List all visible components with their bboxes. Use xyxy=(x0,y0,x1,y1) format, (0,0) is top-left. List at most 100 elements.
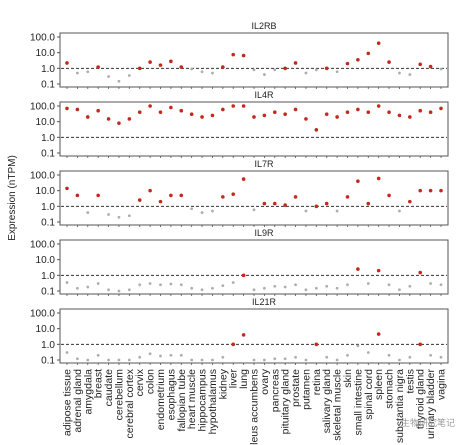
data-point xyxy=(273,284,277,288)
data-point xyxy=(221,195,225,199)
tissue-label: retina xyxy=(311,369,323,395)
data-point xyxy=(252,115,256,119)
y-tick-label: 1.0 xyxy=(41,64,55,75)
data-point xyxy=(211,209,214,213)
y-tick-label: 10.0 xyxy=(36,324,56,335)
data-point xyxy=(107,288,110,292)
data-point xyxy=(387,60,391,64)
data-point xyxy=(241,177,246,181)
data-point xyxy=(356,267,360,271)
data-point xyxy=(387,193,391,198)
data-point xyxy=(117,121,121,125)
tissue-label: testis xyxy=(404,369,416,394)
data-point xyxy=(272,110,277,115)
data-point xyxy=(127,358,131,362)
data-point xyxy=(283,66,287,71)
data-point xyxy=(127,214,131,218)
data-point xyxy=(96,65,100,69)
data-point xyxy=(376,41,381,46)
data-point xyxy=(262,286,266,290)
tissue-label: stomach xyxy=(384,369,396,409)
data-point xyxy=(190,358,194,362)
data-point xyxy=(398,71,401,75)
watermark-text: 生物研究笔记 xyxy=(401,417,455,429)
data-point xyxy=(428,188,433,193)
tissue-label: cerebral cortex xyxy=(124,368,136,438)
data-point xyxy=(86,285,90,289)
data-point xyxy=(439,67,443,71)
data-point xyxy=(211,286,214,290)
data-point xyxy=(252,208,256,212)
data-point xyxy=(366,51,371,56)
data-point xyxy=(273,357,277,361)
data-point xyxy=(75,71,79,75)
data-point xyxy=(314,68,318,72)
data-point xyxy=(117,215,121,219)
data-point xyxy=(252,358,256,362)
data-point xyxy=(314,286,318,290)
tissue-label: cervix xyxy=(134,368,146,396)
data-point xyxy=(366,201,371,206)
data-point xyxy=(179,193,184,198)
data-point xyxy=(107,213,110,216)
data-point xyxy=(314,204,319,209)
data-point xyxy=(273,68,277,72)
data-point xyxy=(241,273,246,278)
data-point xyxy=(428,64,433,69)
data-point xyxy=(148,282,152,285)
data-point xyxy=(304,209,308,213)
data-point xyxy=(169,193,173,198)
data-point xyxy=(439,355,443,359)
data-point xyxy=(127,74,131,77)
tissue-label: skeletal muscle xyxy=(332,369,344,441)
data-point xyxy=(179,353,183,357)
y-tick-label: 0.1 xyxy=(41,287,55,298)
data-point xyxy=(189,112,194,116)
data-point xyxy=(366,351,370,354)
data-point xyxy=(418,108,423,113)
y-tick-label: 100.0 xyxy=(30,33,55,44)
data-point xyxy=(346,353,349,357)
data-point xyxy=(96,193,100,198)
tissue-label: heart muscle xyxy=(186,369,198,429)
tissue-label: amygdala xyxy=(82,369,94,415)
data-point xyxy=(200,358,204,362)
tissue-label: hypothalamus xyxy=(207,369,219,434)
data-point xyxy=(179,108,184,113)
y-tick-label: 100.0 xyxy=(30,309,55,320)
y-tick-label: 0.1 xyxy=(41,218,55,229)
data-point xyxy=(169,105,173,110)
tissue-label: urinary bladder xyxy=(425,369,437,440)
data-point xyxy=(148,104,152,108)
data-point xyxy=(107,75,110,78)
data-point xyxy=(262,358,266,362)
data-point xyxy=(148,60,152,64)
data-point xyxy=(138,283,142,287)
panel-title: IL4R xyxy=(254,90,274,100)
data-point xyxy=(397,113,402,118)
tissue-label: fallopian tube xyxy=(176,369,188,432)
data-point xyxy=(324,112,329,116)
data-point xyxy=(221,355,225,359)
data-point xyxy=(408,199,412,204)
data-point xyxy=(86,70,90,74)
y-tick-label: 100.0 xyxy=(30,102,55,113)
tissue-label: colon xyxy=(145,369,157,394)
data-point xyxy=(117,289,121,293)
data-point xyxy=(96,353,100,357)
data-point xyxy=(158,110,163,115)
data-point xyxy=(376,332,381,336)
data-point xyxy=(294,355,297,359)
data-point xyxy=(304,117,308,121)
data-point xyxy=(190,67,194,71)
data-point xyxy=(75,286,79,290)
data-point xyxy=(231,52,236,57)
data-point xyxy=(127,117,132,121)
tissue-label: lung xyxy=(238,369,250,389)
data-point xyxy=(283,203,287,207)
data-point xyxy=(439,283,443,287)
data-point xyxy=(117,79,121,83)
data-point xyxy=(439,188,443,193)
data-point xyxy=(324,66,329,71)
y-tick-label: 1.0 xyxy=(41,271,55,282)
